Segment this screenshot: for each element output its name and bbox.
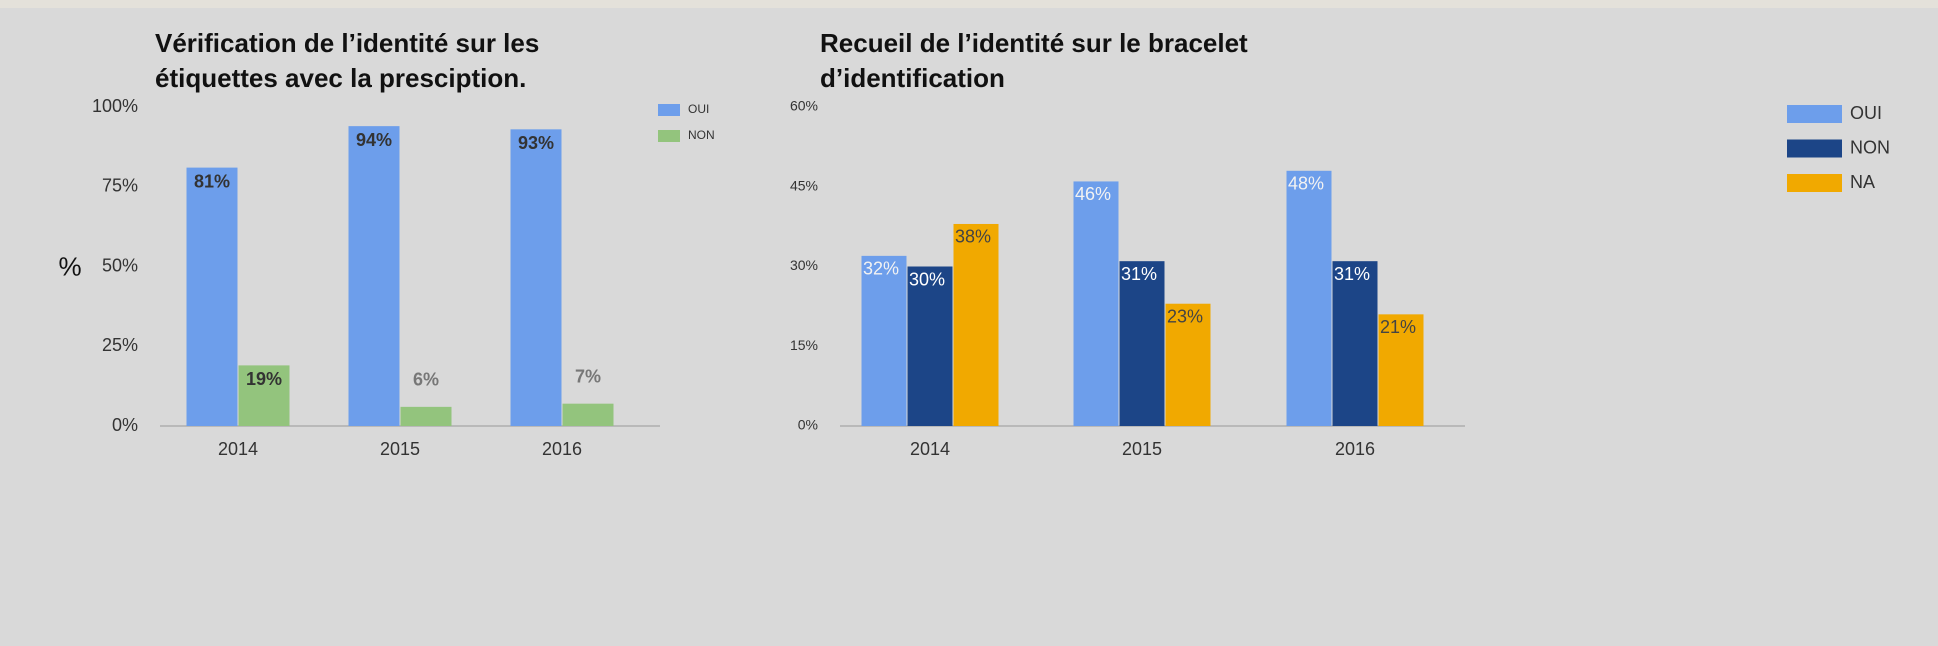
x-tick-label: 2014 xyxy=(218,439,258,459)
data-label: 32% xyxy=(863,259,899,279)
data-label: 30% xyxy=(909,269,945,289)
legend-label: OUI xyxy=(1850,103,1882,123)
bar xyxy=(1073,181,1119,426)
x-tick-label: 2016 xyxy=(542,439,582,459)
y-tick-label: 30% xyxy=(790,257,818,273)
bar xyxy=(1378,314,1424,426)
chart-title: étiquettes avec la presciption. xyxy=(155,63,526,93)
data-label: 46% xyxy=(1075,184,1111,204)
legend-swatch xyxy=(1787,174,1842,192)
bar xyxy=(510,129,562,426)
chart-title: Recueil de l’identité sur le bracelet xyxy=(820,28,1248,58)
bar xyxy=(562,403,614,426)
x-tick-label: 2014 xyxy=(910,439,950,459)
y-tick-label: 0% xyxy=(798,417,818,433)
bar xyxy=(953,223,999,426)
data-label: 94% xyxy=(356,130,392,150)
data-label: 23% xyxy=(1167,306,1203,326)
bar xyxy=(1119,261,1165,426)
bar xyxy=(400,406,452,426)
data-label: 31% xyxy=(1121,264,1157,284)
y-tick-label: 100% xyxy=(92,96,138,116)
data-label: 93% xyxy=(518,133,554,153)
y-tick-label: 45% xyxy=(790,177,818,193)
data-label: 21% xyxy=(1380,317,1416,337)
bar xyxy=(238,365,290,426)
y-tick-label: 25% xyxy=(102,335,138,355)
bar xyxy=(1332,261,1378,426)
y-tick-label: 60% xyxy=(790,98,818,114)
legend-swatch xyxy=(1787,105,1842,123)
data-label: 38% xyxy=(955,227,991,247)
legend-swatch xyxy=(658,130,680,142)
top-strip xyxy=(0,0,1938,8)
legend-swatch xyxy=(1787,139,1842,158)
bar xyxy=(1286,170,1332,426)
x-tick-label: 2016 xyxy=(1335,439,1375,459)
legend-swatch xyxy=(658,104,680,116)
chart-title: d’identification xyxy=(820,63,1005,93)
data-label: 7% xyxy=(575,366,601,386)
bar xyxy=(907,266,953,426)
x-tick-label: 2015 xyxy=(380,439,420,459)
legend-label: NA xyxy=(1850,172,1875,192)
y-axis-label: % xyxy=(58,251,81,281)
legend-label: OUI xyxy=(688,102,709,116)
y-tick-label: 50% xyxy=(102,255,138,275)
data-label: 81% xyxy=(194,171,230,191)
legend-label: NON xyxy=(1850,137,1890,157)
y-tick-label: 0% xyxy=(112,415,138,435)
bar xyxy=(348,126,400,426)
data-label: 6% xyxy=(413,370,439,390)
bar xyxy=(1165,303,1211,426)
y-tick-label: 75% xyxy=(102,176,138,196)
y-tick-label: 15% xyxy=(790,337,818,353)
data-label: 31% xyxy=(1334,264,1370,284)
chart-title: Vérification de l’identité sur les xyxy=(155,28,539,58)
legend-label: NON xyxy=(688,128,715,142)
data-label: 48% xyxy=(1288,174,1324,194)
bar xyxy=(861,255,907,426)
bar xyxy=(186,167,238,427)
data-label: 19% xyxy=(246,369,282,389)
x-tick-label: 2015 xyxy=(1122,439,1162,459)
